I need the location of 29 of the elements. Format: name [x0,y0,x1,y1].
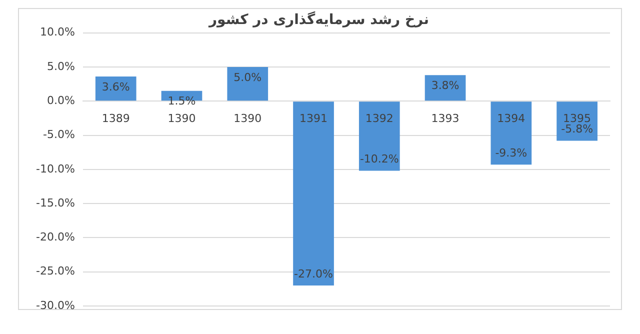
data-label: 3.6% [102,80,130,94]
data-label: -9.3% [495,146,528,160]
y-tick-label: -25.0% [36,264,75,278]
x-tick-label: 1389 [102,112,130,125]
data-label: -27.0% [294,267,333,280]
x-tick-label: 1391 [300,112,328,125]
y-tick-label: -15.0% [36,196,75,210]
x-tick-label: 1392 [365,112,394,125]
data-label: -5.8% [561,122,594,136]
x-tick-label: 1395 [563,112,592,125]
x-tick-label: 1390 [234,112,262,125]
y-tick-label: -20.0% [36,230,75,244]
x-tick-label: 1393 [431,112,460,125]
data-label: 3.8% [431,79,460,92]
y-tick-label: 5.0% [46,60,75,73]
bar [227,66,268,101]
bar [490,102,532,165]
y-tick-label: -10.0% [36,162,75,176]
x-tick-label: 1394 [497,112,526,125]
data-label: 5.0% [234,70,262,84]
y-tick-label: 10.0% [40,26,75,39]
bar [358,102,400,171]
y-tick-label: 0.0% [46,94,75,107]
y-tick-label: -30.0% [36,298,75,312]
x-tick-label: 1390 [168,112,196,125]
y-tick-label: -5.0% [42,128,75,142]
data-label: -10.2% [360,152,399,166]
chart-title: نرخ رشد سرمایه‌گذاری در کشور [208,11,430,28]
bar [293,102,334,286]
